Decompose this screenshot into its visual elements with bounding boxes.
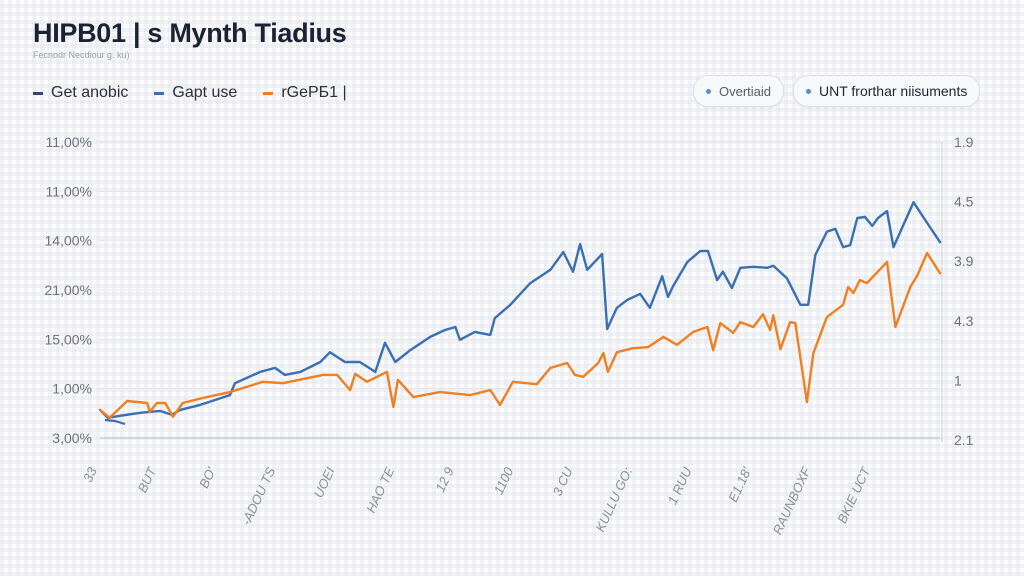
y-tick-label-left: 14,00% — [45, 233, 92, 249]
y-tick-label-left: 15,00% — [45, 331, 92, 347]
y-tick-label-left: 11,00% — [46, 134, 92, 150]
x-tick-label: -ADOU TS — [238, 465, 278, 528]
legend-item[interactable]: Get anobic — [33, 84, 128, 102]
chart-title: HIPB01 | s Mynth Tiadius — [33, 18, 347, 48]
unt-button[interactable]: UNT frorthar niisuments — [793, 75, 981, 107]
legend-label: Get anobic — [51, 84, 129, 101]
series-line-orange — [98, 251, 942, 419]
y-tick-label-left: 3,00% — [52, 430, 92, 446]
y-tick-label-left: 21,00% — [45, 282, 92, 298]
x-tick-label: 12 9 — [432, 465, 456, 494]
x-tick-label: RAUNBOXF — [770, 464, 815, 537]
legend-swatch — [33, 91, 43, 95]
y-tick-label-right: 4.5 — [954, 194, 974, 210]
x-tick-label: BO' — [196, 464, 219, 490]
x-tick-label: BUT — [135, 464, 160, 495]
x-tick-label: 1 RUU — [665, 464, 695, 506]
legend-label: Gapt use — [172, 84, 238, 101]
x-tick-label: KULLU GO: — [592, 465, 635, 535]
dot-icon — [806, 88, 811, 94]
legend-swatch — [154, 91, 165, 95]
y-tick-label-right: 1 — [954, 372, 962, 388]
legend: Get anobic Gapt use rGePБ1 | — [33, 84, 347, 102]
x-tick-label: E1.18' — [725, 464, 754, 504]
y-tick-label-left: 11,00% — [46, 183, 92, 199]
series-line-blue — [98, 200, 942, 419]
button-label: Overtiaid — [719, 83, 772, 99]
button-label: UNT frorthar niisuments — [819, 83, 968, 99]
x-tick-label: UOEI — [311, 465, 338, 500]
x-tick-label: HAO TE — [363, 465, 397, 515]
y-tick-label-right: 3.9 — [954, 253, 974, 269]
dot-icon — [706, 88, 711, 94]
series-line-fragment — [104, 418, 126, 426]
legend-label: rGePБ1 | — [281, 84, 347, 101]
legend-swatch — [263, 91, 274, 95]
legend-item[interactable]: rGePБ1 | — [263, 84, 347, 102]
overtiaid-button[interactable]: Overtiaid — [693, 75, 785, 107]
y-tick-label-right: 4.3 — [954, 313, 974, 329]
x-tick-label: 1100 — [491, 464, 517, 496]
x-tick-label: 33 — [80, 464, 100, 484]
y-tick-label-right: 1.9 — [954, 134, 974, 150]
x-tick-label: 3 CU — [550, 464, 576, 498]
chart-subtitle: Fecnodr Necdiour g. ku) — [33, 50, 130, 60]
y-tick-label-right: 2.1 — [954, 432, 974, 448]
legend-item[interactable]: Gapt use — [154, 84, 237, 102]
y-tick-label-left: 1,00% — [52, 381, 92, 397]
x-tick-label: BKIE UCT — [834, 464, 873, 526]
